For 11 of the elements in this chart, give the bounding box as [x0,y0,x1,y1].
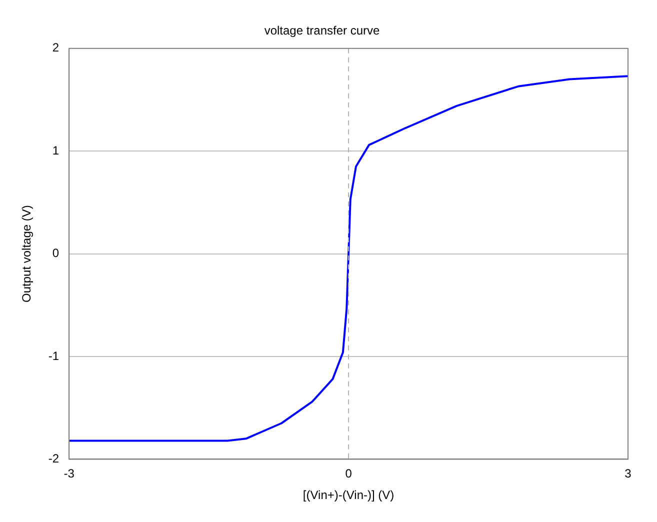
y-tick-label: 2 [52,40,60,55]
chart-title: voltage transfer curve [264,24,380,38]
y-tick-label: -1 [48,348,60,363]
y-tick-label: -2 [48,452,60,466]
y-axis-title: Output voltage (V) [20,205,34,302]
y-tick-label: 1 [52,143,60,158]
x-tick-label: 0 [345,466,352,481]
x-tick-label: -3 [64,466,75,481]
x-axis-title: [(Vin+)-(Vin-)] (V) [302,488,394,502]
y-tick-label: 0 [52,246,60,260]
x-tick-label: 3 [624,466,632,481]
